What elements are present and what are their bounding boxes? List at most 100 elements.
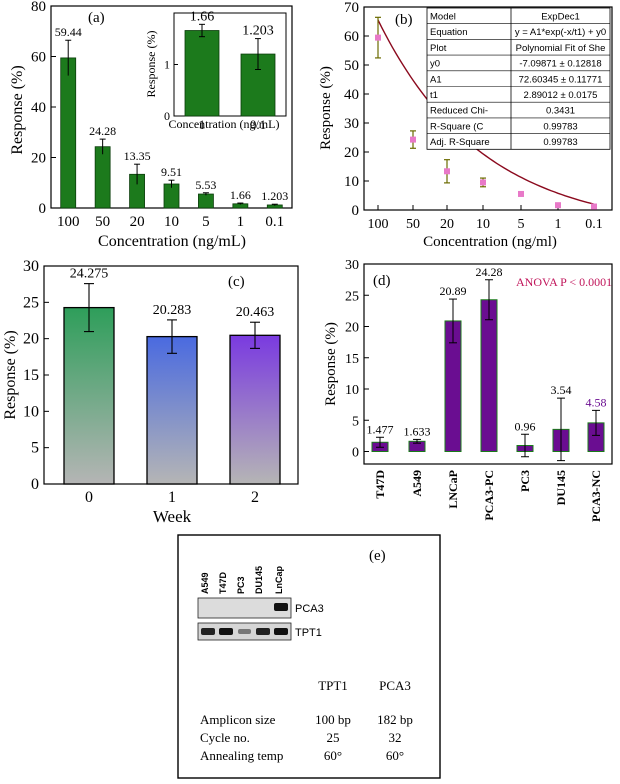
table-cell: 100 bp: [315, 712, 351, 727]
x-tick-label: 20: [440, 217, 454, 232]
y-axis-label-d: Response (%): [323, 322, 339, 406]
table-cell: 32: [389, 730, 402, 745]
x-tick-label: 1: [237, 214, 245, 230]
y-tick-label: 10: [345, 383, 359, 398]
x-tick-label: 2: [251, 489, 259, 506]
x-tick-label: T47D: [373, 470, 387, 499]
lane-label: T47D: [218, 571, 228, 594]
y-tick-label: 15: [345, 352, 359, 367]
x-tick-label: 5: [518, 217, 525, 232]
x-tick-label: DU145: [554, 470, 568, 505]
bar: [60, 57, 77, 209]
stats-table-key: A1: [430, 74, 442, 85]
y-tick-label: 30: [344, 116, 359, 132]
y-tick-label: 15: [23, 367, 39, 384]
x-axis-label-a: Concentration (ng/mL): [98, 233, 246, 250]
data-label: 1.477: [367, 422, 394, 436]
data-label: 24.275: [70, 267, 109, 282]
stats-table-key: Model: [430, 12, 456, 23]
y-tick-label: 50: [344, 58, 359, 74]
stats-table-key: R-Square (C: [430, 121, 483, 132]
panel-a: (a) Response (%) Concentration (ng/mL) 0…: [9, 0, 293, 250]
data-label: 24.28: [476, 265, 503, 279]
stats-table-value: ExpDec1: [541, 12, 580, 23]
table-cell: 60°: [386, 748, 404, 763]
data-point: [555, 202, 561, 209]
band-label-tpt1: TPT1: [295, 627, 322, 639]
inset-x-tick-label: 0.1: [250, 117, 266, 132]
data-label: 5.53: [195, 178, 216, 192]
band-tpt1: [274, 628, 288, 635]
y-tick-label: 30: [345, 258, 359, 273]
stats-table-value: 0.99783: [543, 137, 577, 148]
stats-table-value: 72.60345 ± 0.11771: [519, 74, 603, 85]
bar: [146, 335, 198, 485]
x-tick-label: PCA3-NC: [589, 470, 603, 522]
panel-label-b: (b): [395, 12, 413, 28]
x-tick-label: 10: [476, 217, 490, 232]
table-row-label: Amplicon size: [200, 712, 276, 727]
x-tick-label: PCA3-PC: [482, 470, 496, 521]
x-tick-label: A549: [410, 470, 424, 497]
y-tick-label: 5: [352, 414, 359, 429]
lane-label: LnCap: [274, 566, 284, 595]
axes-frame-b: [363, 6, 613, 211]
lane-label: A549: [200, 572, 210, 594]
lane-label: DU145: [254, 566, 264, 594]
table-header-pca3: PCA3: [379, 678, 411, 693]
panel-d: (d) ANOVA P < 0.0001 Response (%) 0 5 10 15…: [323, 258, 613, 522]
data-label: 13.35: [124, 149, 151, 163]
data-label: 59.44: [55, 25, 82, 39]
y-tick-label: 0: [352, 446, 359, 461]
stats-table-value: y = A1*exp(-x/t1) + y0: [515, 27, 606, 38]
data-point: [375, 34, 381, 41]
data-label: 0.96: [515, 419, 536, 433]
y-tick-label: 30: [23, 258, 39, 275]
y-tick-label: 25: [345, 289, 359, 304]
panel-b: (b) Response (%) Concentration (ng/ml) 0…: [318, 0, 613, 250]
data-point: [410, 136, 416, 143]
bar: [198, 193, 214, 209]
band-pca3-lncap: [274, 603, 288, 611]
data-label: 20.89: [440, 284, 467, 298]
y-tick-label: 10: [344, 174, 359, 190]
x-tick-label: 5: [202, 214, 210, 230]
table-header-tpt1: TPT1: [318, 678, 348, 693]
table-cell: 25: [327, 730, 340, 745]
x-tick-label: 0.1: [585, 217, 603, 232]
x-tick-label: 50: [95, 214, 110, 230]
data-label: 1.633: [404, 424, 431, 438]
x-tick-label: 10: [164, 214, 179, 230]
panel-c: (c) Response (%) Week 0 5 10 15 20 25 30 0 1 2 2…: [2, 258, 299, 526]
data-label: 1.203: [261, 189, 288, 203]
panel-label-d: (d): [373, 273, 391, 289]
stats-table-key: Plot: [430, 43, 447, 54]
stats-table-key: t1: [430, 90, 438, 101]
x-tick-label: 20: [130, 214, 145, 230]
data-point: [591, 203, 597, 210]
bar: [229, 334, 281, 485]
bar: [94, 146, 111, 209]
band-label-pca3: PCA3: [295, 603, 324, 615]
y-tick-label: 70: [344, 0, 359, 16]
data-point: [480, 179, 486, 186]
stats-table: [426, 7, 611, 150]
y-axis-label-a: Response (%): [9, 65, 26, 154]
y-tick-label: 25: [23, 294, 39, 311]
y-tick-label: 40: [344, 87, 359, 103]
data-label: 9.51: [161, 165, 182, 179]
stats-table-key: y0: [430, 59, 440, 70]
x-axis-label-b: Concentration (ng/ml): [423, 234, 557, 250]
y-tick-label: 10: [23, 403, 39, 420]
band-tpt1: [201, 628, 215, 635]
inset-y-tick-label: 1: [164, 58, 170, 72]
y-tick-label: 20: [23, 331, 39, 348]
data-label: 20.283: [153, 303, 192, 318]
inset-y-label-a: Response (%): [144, 31, 158, 98]
inset-data-label: 1.203: [242, 24, 274, 39]
panel-label-a: (a): [88, 10, 105, 26]
axes-frame-d: [363, 263, 613, 465]
x-tick-label: 50: [406, 217, 420, 232]
data-point: [444, 168, 450, 175]
